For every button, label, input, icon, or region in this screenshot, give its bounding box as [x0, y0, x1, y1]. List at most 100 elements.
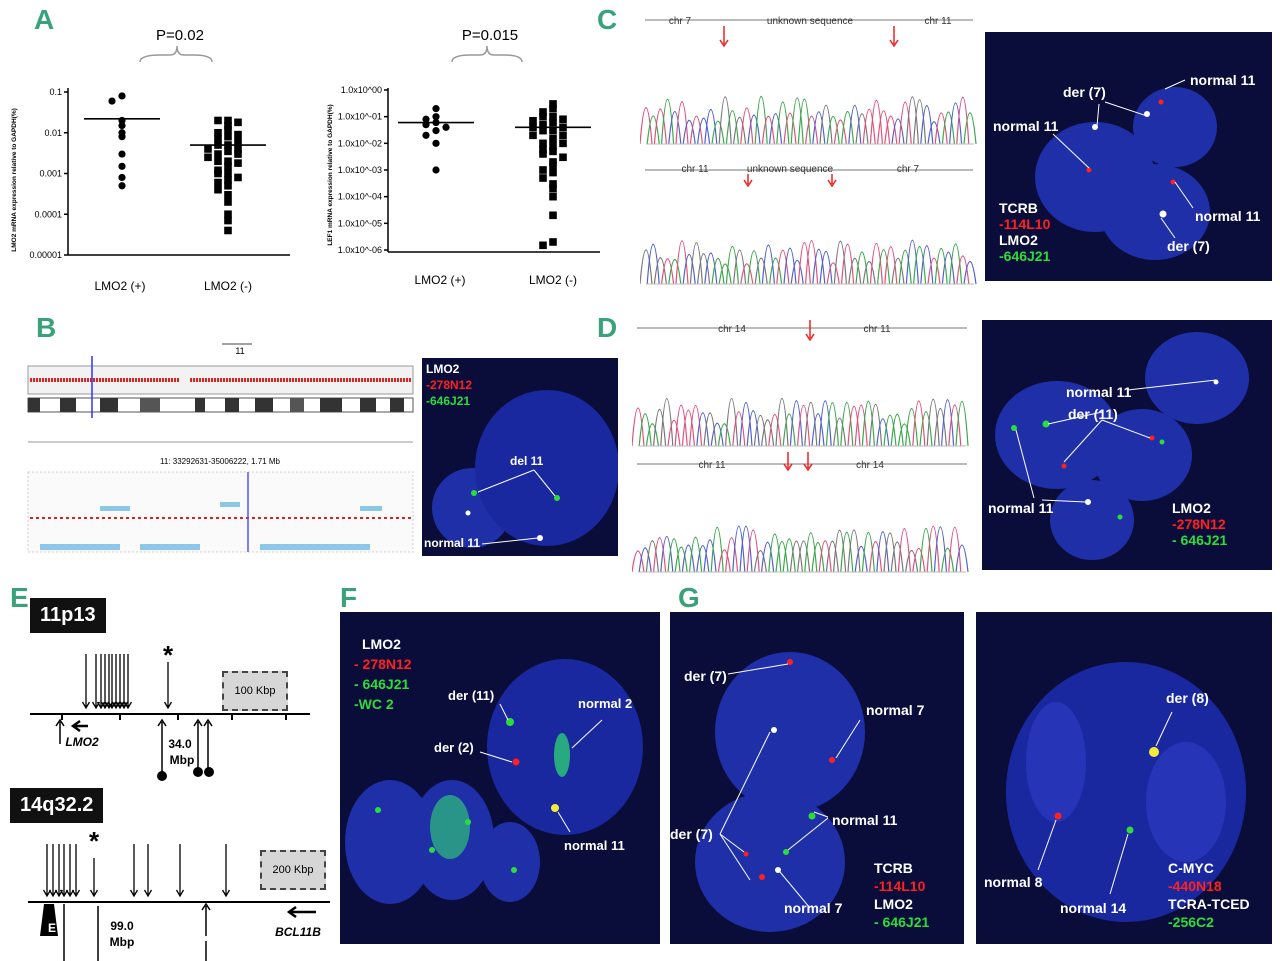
panel-letter-a: A: [34, 4, 55, 35]
trace-peak: [746, 410, 760, 447]
trace-peak: [645, 540, 659, 573]
trace-peak: [638, 547, 652, 573]
a-right-point: [432, 113, 440, 121]
a-right-tick-label: 1.0x10^00: [341, 85, 382, 95]
trace-peak: [948, 404, 962, 447]
trace-peak: [841, 243, 855, 285]
trace-peak: [913, 99, 927, 145]
trace-peak: [682, 120, 696, 145]
trace-peak: [905, 239, 919, 285]
g-normal14: normal 14: [1060, 900, 1127, 916]
g-left-green: - 646J21: [874, 914, 930, 930]
a-right-point: [432, 105, 440, 113]
trace-peak: [696, 412, 710, 447]
trace-peak: [862, 261, 876, 285]
a-left-point: [234, 159, 242, 167]
trace-peak: [804, 532, 818, 573]
a-right-point: [549, 104, 557, 113]
trace-peak: [905, 96, 919, 145]
a-right-point: [539, 150, 547, 158]
trace-peak: [776, 101, 790, 145]
e-maps: * LMO2 34.0 Mbp * E 99.0 Mbp BCL11B: [28, 640, 330, 961]
trace-peak: [919, 411, 933, 447]
panel-f-fish: LMO2 - 278N12 - 646J21 -WC 2 der (11) de…: [340, 612, 660, 944]
trace-peak: [891, 118, 905, 145]
trace-peak: [631, 550, 645, 573]
trace-peak: [898, 101, 912, 145]
trace-peak: [704, 252, 718, 285]
a-right-point: [549, 192, 557, 201]
trace-peak: [739, 402, 753, 447]
trace-peak: [674, 404, 688, 447]
a-left-tick-label: 0.1: [49, 87, 62, 97]
breakpoint-arrow: [143, 844, 153, 898]
e-exon-block: [40, 904, 58, 936]
e-lmo2-arrow: [70, 719, 88, 733]
trace-peak: [869, 404, 883, 447]
trace-peak: [681, 544, 695, 573]
trace-peak: [747, 114, 761, 145]
a-right-tick-label: 1.0x10^-05: [338, 218, 382, 228]
trace-peak: [782, 538, 796, 573]
trace-peak: [926, 398, 940, 447]
trace-peak: [919, 528, 933, 573]
trace-peak: [956, 255, 970, 285]
trace-peak: [639, 107, 653, 145]
a-left-point: [224, 169, 232, 178]
cnv-plot: 11 11: 33292631-35006222, 1.71 Mb: [27, 343, 414, 553]
e-pos-top: 34.0: [168, 737, 192, 751]
c1-arrow-a: [719, 26, 729, 48]
c-normal-a: normal 11: [1190, 72, 1256, 88]
f-der2: der (2): [434, 740, 474, 755]
panel-letter-b: B: [36, 312, 57, 343]
trace-peak: [732, 411, 746, 447]
a-left-point: [234, 137, 242, 146]
a-left-point: [118, 92, 126, 100]
trace-peak: [754, 257, 768, 285]
a-left-point: [224, 147, 232, 156]
trace-peak: [775, 540, 789, 573]
a-right-tick-label: 1.0x10^-01: [338, 112, 382, 122]
trace-peak: [675, 240, 689, 285]
a-left-point: [224, 162, 232, 171]
trace-peak: [689, 115, 703, 145]
trace-peak: [668, 259, 682, 285]
trace-peak: [732, 525, 746, 573]
a-right-point: [549, 161, 557, 170]
trace-peak: [697, 253, 711, 285]
a-left-point: [204, 145, 212, 153]
a-left-point: [234, 130, 242, 139]
a-left-point: [214, 116, 222, 125]
trace-peak: [869, 100, 883, 145]
trace-peak: [776, 249, 790, 285]
a-right-tick-label: 1.0x10^-02: [338, 138, 382, 148]
a-right-point: [549, 147, 557, 156]
d-red: -278N12: [1172, 516, 1226, 532]
a-left-point: [214, 169, 222, 178]
trace-peak: [797, 405, 811, 447]
c-probe1: TCRB: [999, 200, 1038, 216]
e-scale-bottom-text: 200 Kbp: [272, 864, 314, 876]
f-normal11: normal 11: [564, 838, 625, 853]
d-der11: der (11): [1068, 406, 1118, 422]
trace-peak: [949, 243, 963, 285]
trace-peak: [948, 526, 962, 573]
chrom-label: 11: [235, 346, 244, 356]
a-right-point: [442, 123, 450, 131]
trace-peak: [869, 243, 883, 285]
trace-peak: [761, 244, 775, 285]
trace-peak: [789, 400, 803, 447]
trace-peak: [956, 96, 970, 145]
breakpoint-arrow: [111, 654, 121, 710]
trace-peak: [926, 525, 940, 573]
trace-peak: [746, 529, 760, 573]
trace-peak: [753, 549, 767, 573]
trace-peak: [877, 249, 891, 285]
a-right-point: [549, 168, 557, 177]
trace-peak: [825, 402, 839, 447]
trace-peak: [812, 248, 826, 285]
trace-peak: [689, 242, 703, 285]
panel-letter-c: C: [597, 4, 618, 35]
e-pos-bottom: 99.0: [110, 919, 134, 933]
y-title-left: LMO2 mRNA expression relative to GAPDH(%…: [11, 108, 18, 252]
